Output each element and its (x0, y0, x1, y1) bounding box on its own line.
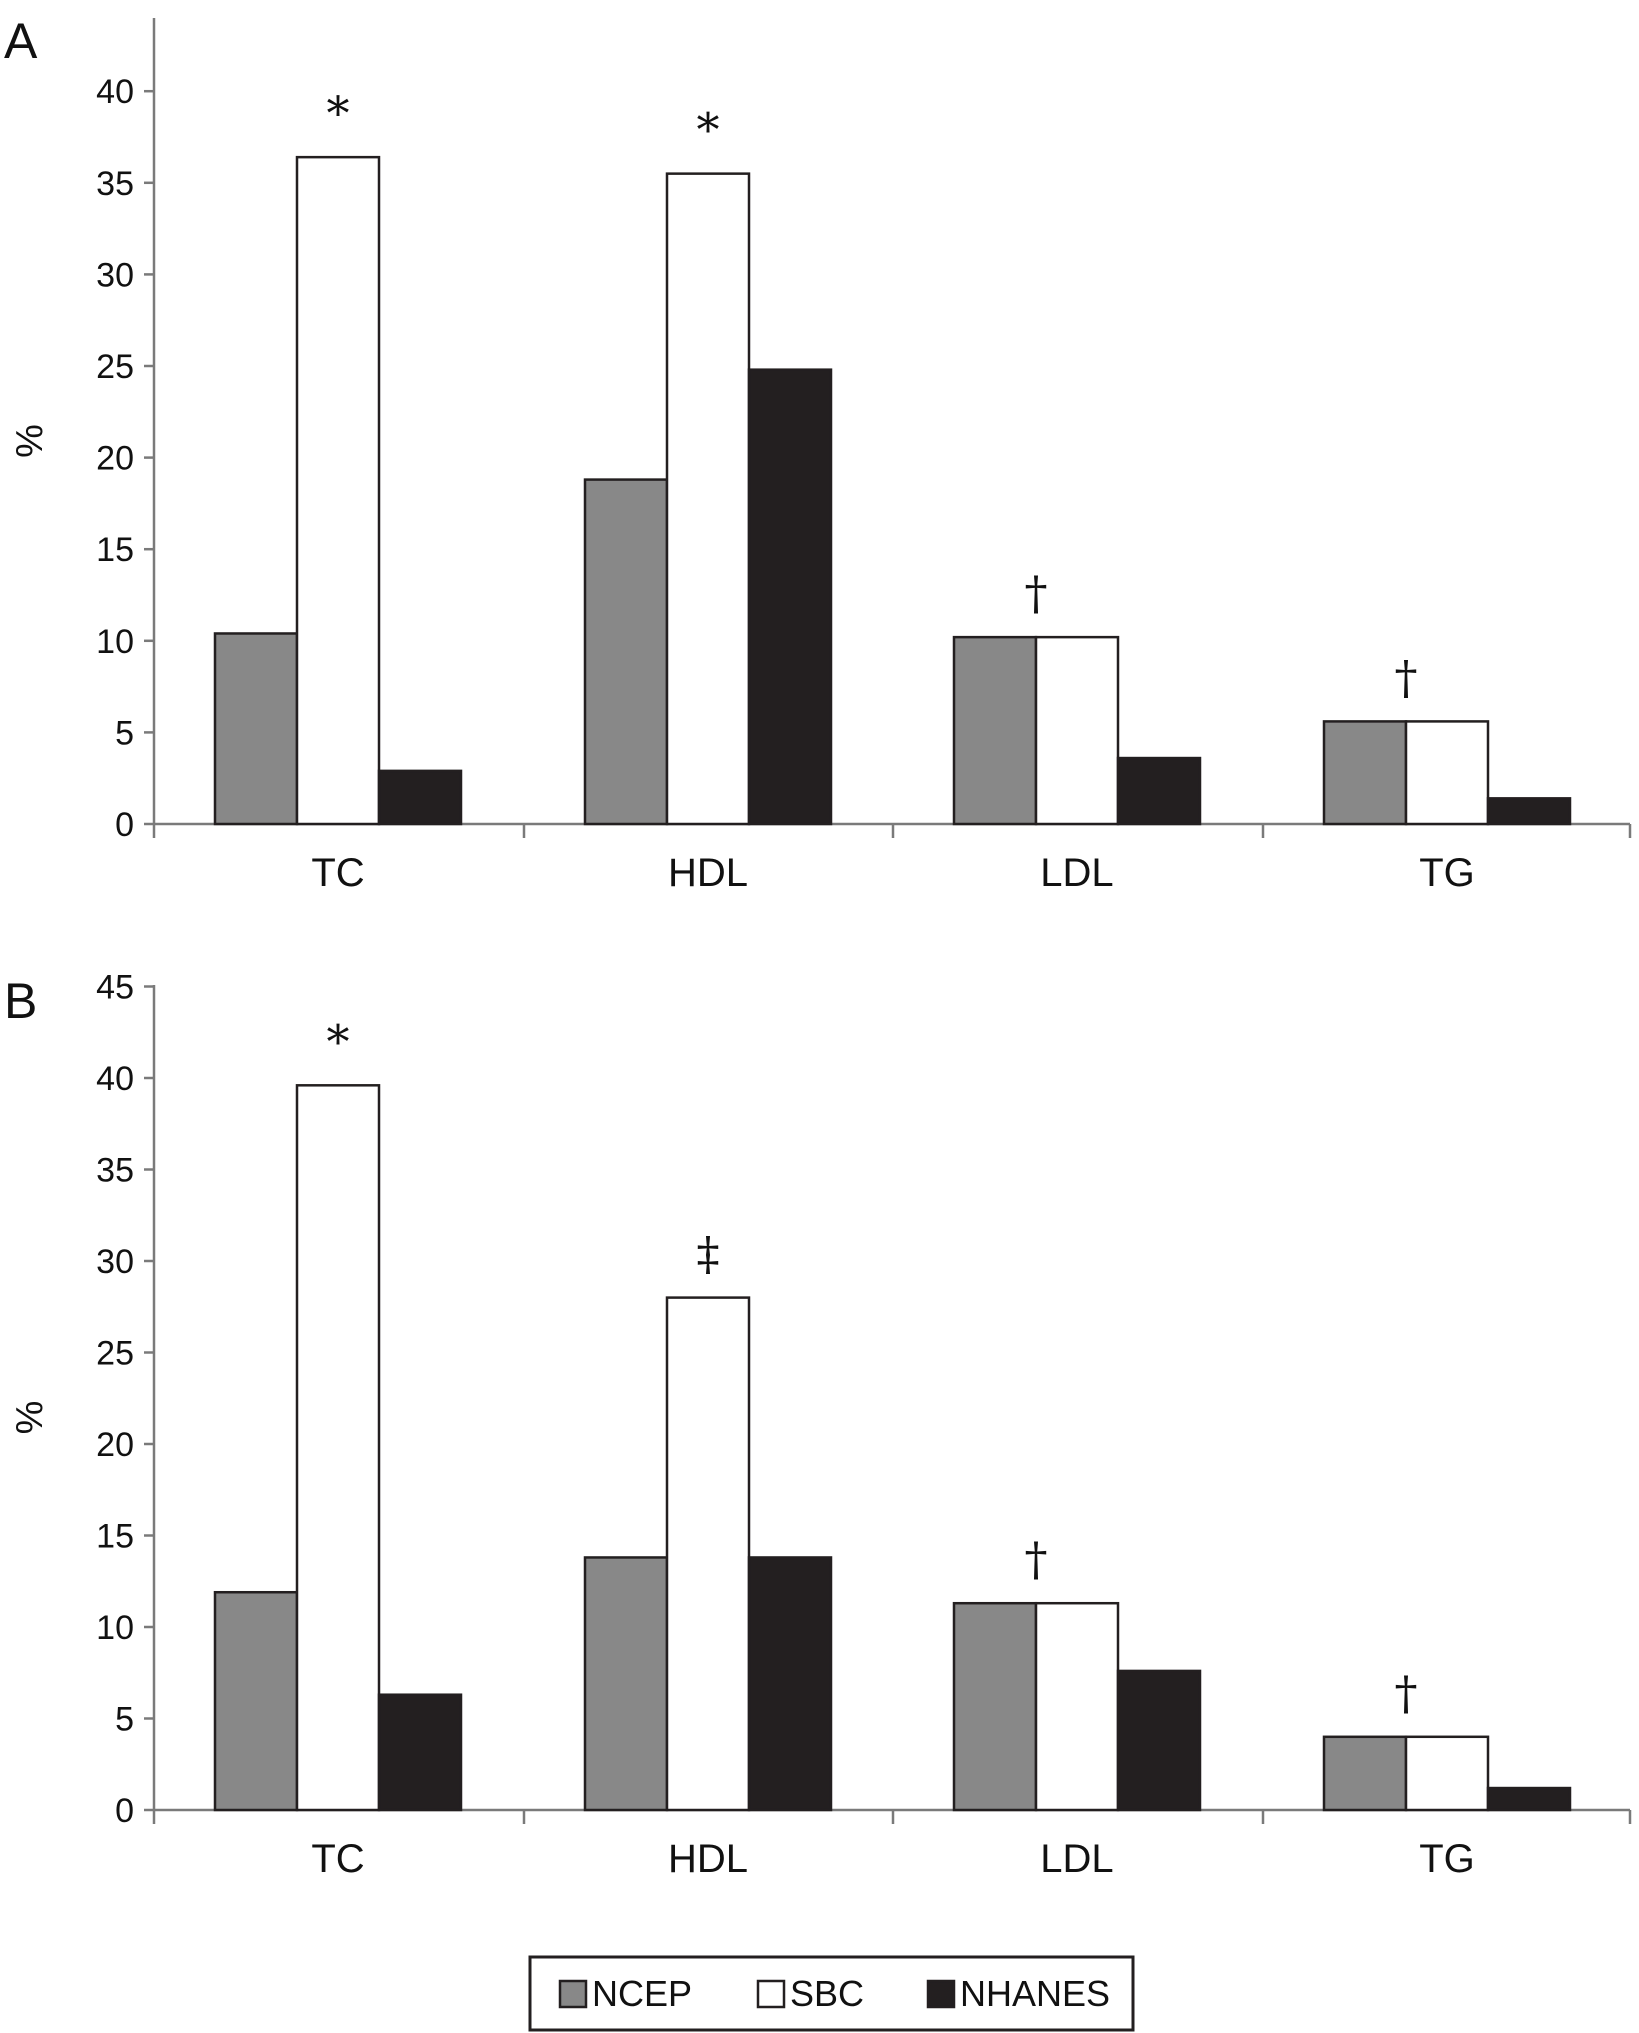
bar-sbc (295, 1084, 381, 1812)
significance-marker: † (1395, 650, 1418, 704)
legend-swatch-sbc (756, 1979, 786, 2009)
legend-label-nhanes: NHANES (960, 1973, 1110, 2014)
y-tick-label: 30 (96, 1243, 134, 1281)
category-label: TC (311, 1837, 364, 1881)
y-tick-label: 5 (115, 1701, 134, 1739)
chart-panel-a: 0 5 10 15 20 25 30 35 40% A TC * HDL * LDL † TG † (4, 13, 1632, 895)
y-tick-label: 0 (115, 806, 134, 844)
y-tick-label: 20 (96, 1426, 134, 1464)
bar-nhanes (1486, 1786, 1572, 1812)
significance-marker: ‡ (697, 1227, 720, 1281)
significance-marker: * (327, 86, 350, 140)
category-label: TG (1419, 1837, 1475, 1881)
significance-marker: † (1395, 1666, 1418, 1720)
category-label: LDL (1040, 1837, 1113, 1881)
chart-panel-b: 0 5 10 15 20 25 30 35 40 45% B TC * HDL ‡ LDL † TG † (4, 969, 1632, 1881)
legend-box (528, 1955, 1135, 2032)
panel-letter: A (4, 13, 38, 69)
y-tick-label: 35 (96, 1152, 134, 1190)
panel-letter: B (4, 973, 37, 1029)
legend-label-sbc: SBC (790, 1973, 864, 2014)
bar-ncep (1322, 1735, 1408, 1812)
significance-marker: † (1025, 1532, 1048, 1586)
legend-label-ncep: NCEP (592, 1973, 692, 2014)
legend-swatch-nhanes (926, 1979, 956, 2009)
y-tick-label: 10 (96, 623, 134, 661)
category-label: TG (1419, 851, 1475, 895)
significance-marker: * (327, 1014, 350, 1068)
bar-sbc (1404, 1735, 1490, 1812)
bar-nhanes (747, 368, 833, 826)
y-axis-label: % (9, 1401, 51, 1435)
significance-marker: * (697, 103, 720, 157)
y-tick-label: 15 (96, 531, 134, 569)
y-tick-label: 45 (96, 969, 134, 1007)
bar-ncep (952, 635, 1038, 826)
bar-sbc (295, 155, 381, 826)
legend-swatch-ncep (558, 1979, 588, 2009)
bar-ncep (213, 632, 299, 826)
y-tick-label: 25 (96, 1335, 134, 1373)
bar-sbc (1034, 635, 1120, 826)
y-tick-label: 25 (96, 348, 134, 386)
bar-sbc (665, 1296, 751, 1812)
bar-sbc (665, 172, 751, 826)
bar-sbc (1404, 720, 1490, 826)
bar-ncep (583, 478, 669, 826)
bar-nhanes (1116, 756, 1202, 826)
category-label: HDL (668, 1837, 748, 1881)
bar-nhanes (377, 769, 463, 826)
bar-nhanes (747, 1556, 833, 1812)
bar-nhanes (377, 1693, 463, 1812)
y-tick-label: 15 (96, 1518, 134, 1556)
y-tick-label: 5 (115, 714, 134, 752)
y-tick-label: 0 (115, 1792, 134, 1830)
significance-marker: † (1025, 566, 1048, 620)
y-tick-label: 40 (96, 1060, 134, 1098)
category-label: HDL (668, 851, 748, 895)
y-tick-label: 35 (96, 165, 134, 203)
category-label: TC (311, 851, 364, 895)
bar-nhanes (1486, 797, 1572, 826)
y-axis-label: % (9, 424, 51, 458)
legend: NCEP SBC NHANES (528, 1955, 1135, 2032)
bar-ncep (213, 1590, 299, 1812)
y-tick-label: 40 (96, 73, 134, 111)
category-label: LDL (1040, 851, 1113, 895)
bar-nhanes (1116, 1669, 1202, 1812)
bar-ncep (1322, 720, 1408, 826)
bar-ncep (952, 1601, 1038, 1812)
bar-ncep (583, 1556, 669, 1812)
y-tick-label: 20 (96, 440, 134, 478)
y-tick-label: 30 (96, 256, 134, 294)
bar-sbc (1034, 1601, 1120, 1812)
y-tick-label: 10 (96, 1609, 134, 1647)
